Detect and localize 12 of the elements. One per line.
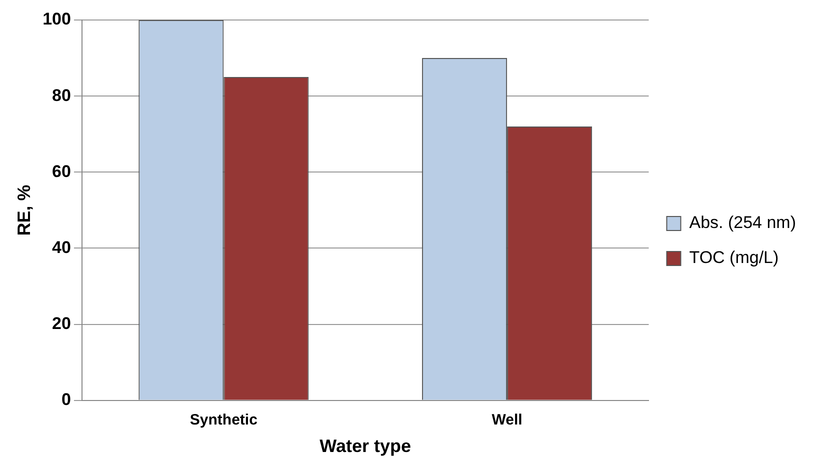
legend-label: TOC (mg/L) bbox=[689, 248, 779, 268]
x-tick-label: Synthetic bbox=[190, 412, 258, 429]
y-tick-label: 100 bbox=[42, 10, 71, 29]
y-tick-label: 20 bbox=[52, 314, 71, 334]
y-tick-label: 80 bbox=[52, 86, 71, 105]
y-tick-label: 0 bbox=[61, 390, 71, 410]
y-axis-title: RE, % bbox=[14, 184, 34, 236]
x-axis-title: Water type bbox=[320, 436, 412, 456]
y-tick-label: 40 bbox=[52, 238, 71, 257]
y-tick-label: 60 bbox=[52, 162, 71, 181]
x-tick-label: Well bbox=[492, 412, 522, 429]
legend-label: Abs. (254 nm) bbox=[689, 213, 796, 232]
